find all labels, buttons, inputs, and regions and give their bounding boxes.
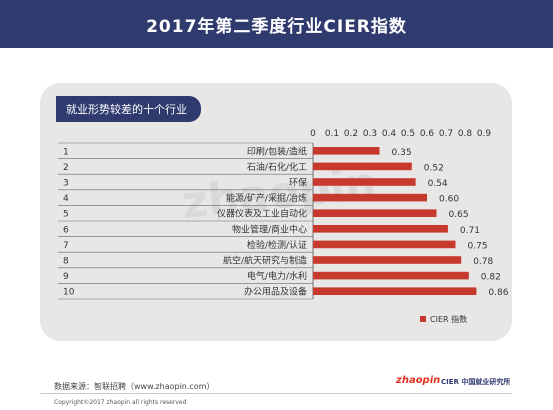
x-tick-label: 0.7 <box>439 129 453 139</box>
panel-tag: 就业形势较差的十个行业 <box>56 96 201 122</box>
x-tick-label: 0.2 <box>344 129 358 139</box>
data-source: 数据来源：智联招聘（www.zhaopin.com） <box>54 382 215 391</box>
rank-label: 7 <box>63 241 69 251</box>
rank-label: 8 <box>63 257 69 267</box>
value-label: 0.75 <box>468 241 488 251</box>
copyright: Copyright©2017 zhaopin all rights reserv… <box>54 399 187 406</box>
rank-label: 10 <box>63 288 75 298</box>
value-label: 0.78 <box>473 257 493 267</box>
category-label: 能源/矿产/采掘/冶炼 <box>226 192 307 204</box>
category-label: 航空/航天研究与制造 <box>223 255 307 267</box>
bar <box>313 147 380 155</box>
x-tick-label: 0.5 <box>401 129 415 139</box>
category-label: 环保 <box>289 177 307 189</box>
x-tick-label: 0.9 <box>477 129 492 139</box>
header-bar: 2017年第二季度行业CIER指数 <box>0 0 553 48</box>
category-label: 检验/检测/认证 <box>247 239 307 251</box>
value-label: 0.60 <box>439 195 459 205</box>
bar <box>313 162 412 171</box>
legend-swatch <box>420 316 426 322</box>
cier-logo: CIER 中国就业研究所 <box>441 378 511 386</box>
bar <box>313 178 416 186</box>
rank-label: 4 <box>63 194 69 204</box>
category-label: 石油/石化/化工 <box>247 161 307 173</box>
bar <box>313 240 456 249</box>
bar <box>313 287 477 295</box>
category-label: 办公用品及设备 <box>244 286 307 298</box>
value-label: 0.52 <box>424 163 444 173</box>
rank-label: 5 <box>63 210 69 220</box>
bar <box>313 193 427 202</box>
x-tick-label: 0.8 <box>458 129 473 139</box>
value-label: 0.71 <box>460 226 480 236</box>
value-label: 0.65 <box>449 210 469 220</box>
value-label: 0.54 <box>428 179 448 189</box>
bar <box>313 256 462 264</box>
value-label: 0.86 <box>488 288 508 298</box>
x-tick-label: 0 <box>310 129 316 139</box>
rank-label: 9 <box>63 272 69 282</box>
value-label: 0.35 <box>392 148 412 158</box>
category-label: 印刷/包装/造纸 <box>247 145 307 157</box>
category-label: 仪器仪表及工业自动化 <box>217 208 307 220</box>
category-label: 电气/电力/水利 <box>247 270 307 282</box>
rank-label: 3 <box>63 179 69 189</box>
zhaopin-logo: zhaopin <box>396 375 441 386</box>
value-label: 0.82 <box>481 273 501 283</box>
x-tick-label: 0.6 <box>420 129 435 139</box>
x-tick-label: 0.1 <box>325 129 339 139</box>
legend-label: CIER 指数 <box>430 314 467 324</box>
rank-label: 6 <box>63 225 69 235</box>
bar <box>313 225 448 233</box>
page-title: 2017年第二季度行业CIER指数 <box>146 16 407 37</box>
x-tick-label: 0.4 <box>382 129 397 139</box>
rank-label: 1 <box>63 147 69 157</box>
x-tick-label: 0.3 <box>363 129 377 139</box>
footer-divider <box>40 393 512 394</box>
rank-label: 2 <box>63 163 69 173</box>
category-label: 物业管理/商业中心 <box>232 223 307 235</box>
bar <box>313 209 437 217</box>
bar <box>313 271 469 280</box>
